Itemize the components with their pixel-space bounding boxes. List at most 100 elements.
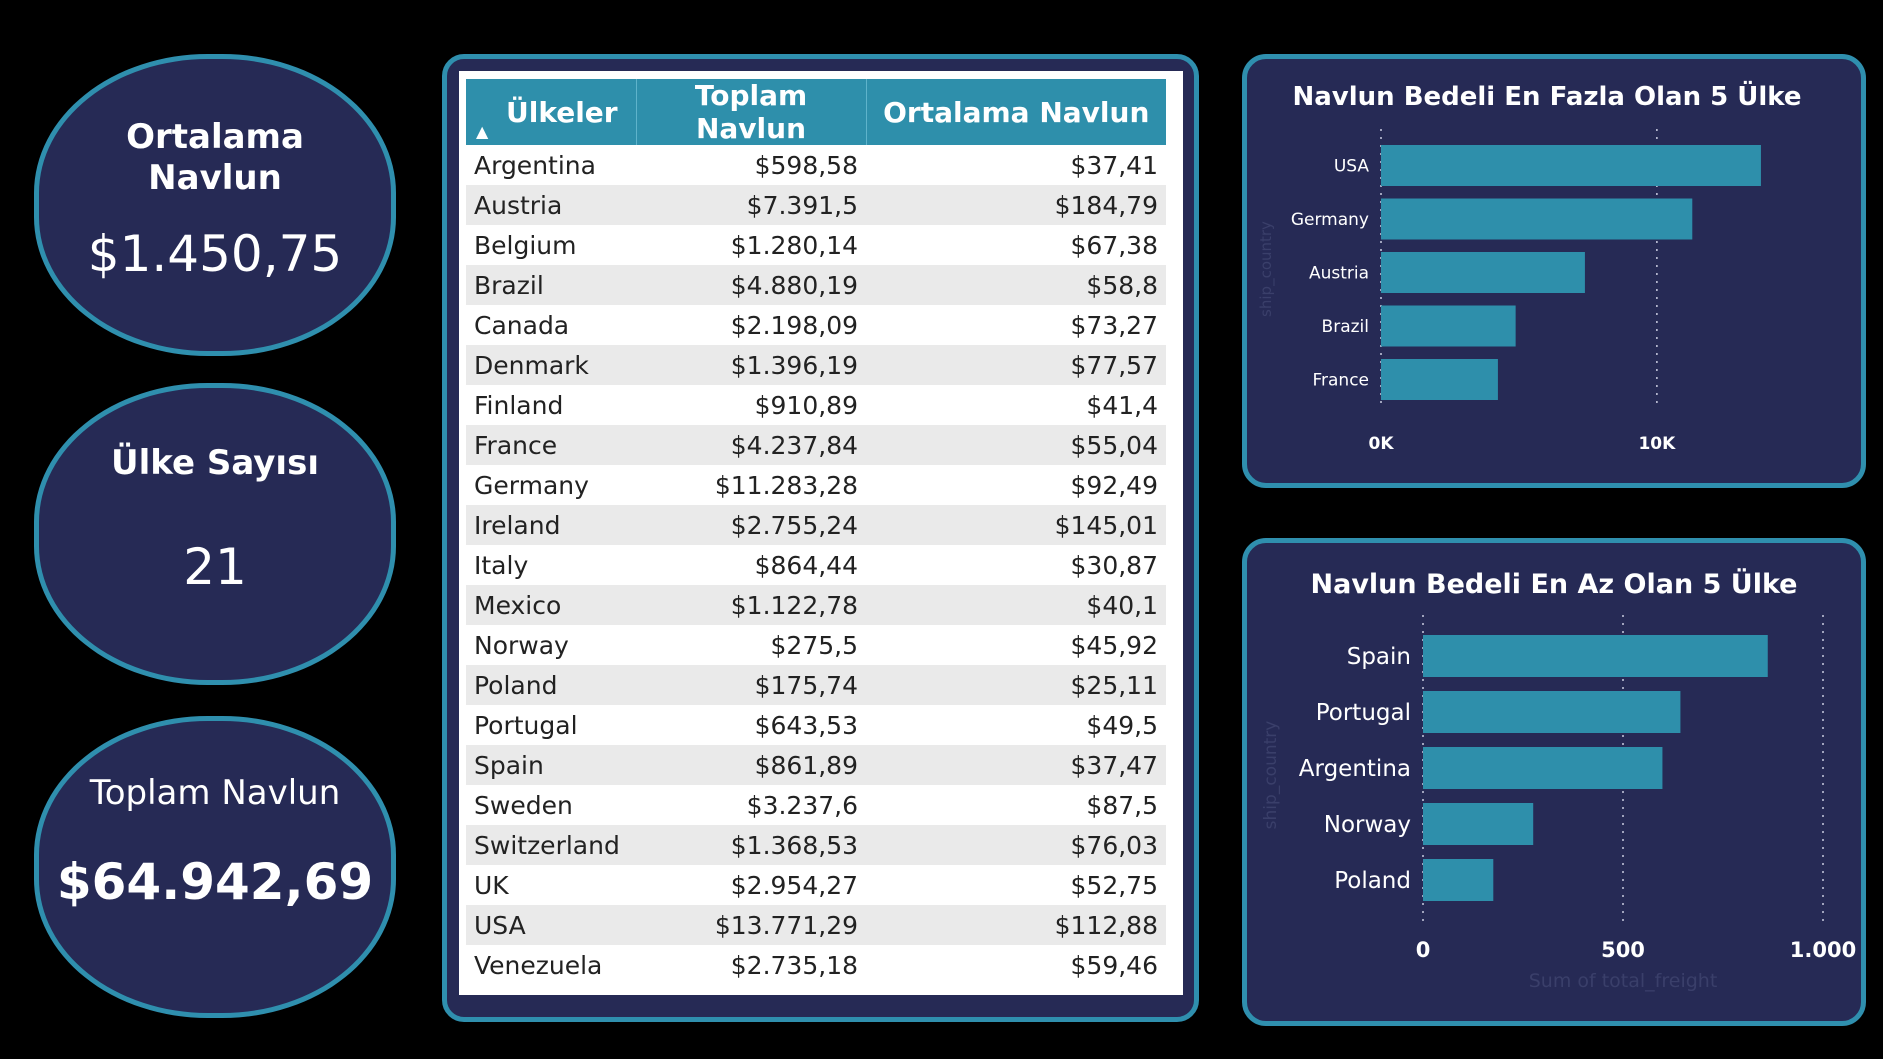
table-row[interactable]: Brazil $4.880,19 $58,8 [466,265,1166,305]
table-row[interactable]: Belgium $1.280,14 $67,38 [466,225,1166,265]
kpi-card-country-count: Ülke Sayısı 21 [34,383,396,685]
cell-avg-freight: $37,41 [1070,150,1158,180]
cell-total-freight: $1.280,14 [730,230,858,260]
table-row[interactable]: Portugal $643,53 $49,5 [466,705,1166,745]
cell-avg-freight: $73,27 [1070,310,1158,340]
cell-total-freight: $643,53 [754,710,858,740]
cell-avg-freight: $59,46 [1070,950,1158,980]
country-freight-table: Ülkeler ▲ Toplam Navlun Ortalama Navlun … [466,79,1166,985]
cell-total-freight: $11.283,28 [714,470,858,500]
cell-total-freight: $7.391,5 [636,185,866,225]
cell-country: Venezuela [474,950,603,980]
country-table-container: Ülkeler ▲ Toplam Navlun Ortalama Navlun … [459,71,1183,995]
cell-avg-freight: $25,11 [866,665,1166,705]
table-row[interactable]: Venezuela $2.735,18 $59,46 [466,945,1166,985]
table-header-row: Ülkeler ▲ Toplam Navlun Ortalama Navlun [466,79,1166,145]
cell-country: Poland [466,665,636,705]
bar [1423,635,1768,677]
category-label: Argentina [1299,756,1411,782]
cell-country: Austria [466,185,636,225]
cell-total-freight: $1.396,19 [636,345,866,385]
cell-avg-freight: $41,4 [1086,390,1158,420]
cell-total-freight: $2.735,18 [730,950,858,980]
table-row[interactable]: Germany $11.283,28 $92,49 [466,465,1166,505]
column-header-total-freight[interactable]: Toplam Navlun [636,79,867,145]
column-header-countries[interactable]: Ülkeler ▲ [466,79,637,145]
cell-avg-freight: $87,5 [1086,790,1158,820]
table-row[interactable]: Sweden $3.237,6 $87,5 [466,785,1166,825]
cell-total-freight: $13.771,29 [636,905,866,945]
kpi-value-country-count: 21 [183,538,247,596]
cell-country: Belgium [474,230,577,260]
cell-country: UK [474,870,509,900]
cell-country: USA [466,905,636,945]
x-tick-label: 10K [1638,434,1676,454]
cell-total-freight: $910,89 [754,390,858,420]
table-body: Argentina $598,58 $37,41 Austria $7.391,5 $18… [466,145,1166,985]
column-header-label: Ülkeler [506,95,618,129]
table-row[interactable]: Mexico $1.122,78 $40,1 [466,585,1166,625]
column-header-avg-freight[interactable]: Ortalama Navlun [866,79,1166,145]
table-row[interactable]: Italy $864,44 $30,87 [466,545,1166,585]
bar [1381,252,1585,293]
category-label: Germany [1291,210,1369,230]
category-label: Brazil [1322,317,1369,337]
table-row[interactable]: Poland $175,74 $25,11 [466,665,1166,705]
cell-total-freight: $275,5 [770,630,858,660]
category-label: Portugal [1316,700,1411,726]
cell-country: Germany [474,470,589,500]
cell-country: France [466,425,636,465]
cell-avg-freight: $112,88 [866,905,1166,945]
cell-country: Brazil [466,265,636,305]
table-row[interactable]: Spain $861,89 $37,47 [466,745,1166,785]
cell-total-freight: $175,74 [636,665,866,705]
sort-ascending-icon[interactable]: ▲ [476,122,489,141]
kpi-title-total-freight: Toplam Navlun [89,773,341,813]
table-row[interactable]: Switzerland $1.368,53 $76,03 [466,825,1166,865]
kpi-value-avg-freight: $1.450,75 [87,225,343,283]
table-row[interactable]: Denmark $1.396,19 $77,57 [466,345,1166,385]
cell-avg-freight: $30,87 [1070,550,1158,580]
kpi-title-avg-freight: Ortalama Navlun [126,117,304,198]
table-row[interactable]: Canada $2.198,09 $73,27 [466,305,1166,345]
table-row[interactable]: France $4.237,84 $55,04 [466,425,1166,465]
table-row[interactable]: Finland $910,89 $41,4 [466,385,1166,425]
cell-country: Switzerland [466,825,636,865]
cell-country: Finland [474,390,564,420]
chart-title: Navlun Bedeli En Fazla Olan 5 Ülke [1292,79,1801,112]
cell-avg-freight: $77,57 [866,345,1166,385]
table-row[interactable]: Norway $275,5 $45,92 [466,625,1166,665]
cell-country: Sweden [474,790,573,820]
bottom5-freight-chart: Navlun Bedeli En Az Olan 5 Ülke 0 500 1.000… [1261,567,1856,992]
cell-total-freight: $598,58 [754,150,858,180]
category-label: Norway [1324,812,1411,838]
table-row[interactable]: Argentina $598,58 $37,41 [466,145,1166,185]
cell-avg-freight: $49,5 [1086,710,1158,740]
table-row[interactable]: Ireland $2.755,24 $145,01 [466,505,1166,545]
table-row[interactable]: UK $2.954,27 $52,75 [466,865,1166,905]
country-table-panel: Ülkeler ▲ Toplam Navlun Ortalama Navlun … [442,54,1199,1022]
table-row[interactable]: Austria $7.391,5 $184,79 [466,185,1166,225]
category-label: USA [1334,156,1370,176]
cell-country: Denmark [466,345,636,385]
x-tick-label: 500 [1601,938,1645,962]
category-label: Austria [1309,263,1369,283]
kpi-title-country-count: Ülke Sayısı [111,443,319,483]
cell-total-freight: $861,89 [636,745,866,785]
bar [1423,691,1681,733]
cell-avg-freight: $58,8 [866,265,1166,305]
cell-avg-freight: $52,75 [1070,870,1158,900]
bar [1381,145,1761,186]
cell-total-freight: $4.237,84 [636,425,866,465]
cell-total-freight: $864,44 [754,550,858,580]
cell-country: Spain [466,745,636,785]
cell-country: Mexico [466,585,636,625]
kpi-value-total-freight: $64.942,69 [56,853,374,911]
x-tick-label: 0 [1416,938,1431,962]
cell-country: Argentina [474,150,596,180]
cell-country: Italy [474,550,529,580]
cell-avg-freight: $55,04 [866,425,1166,465]
top5-freight-chart: Navlun Bedeli En Fazla Olan 5 Ülke 0K 10K U… [1257,79,1802,454]
cell-avg-freight: $184,79 [866,185,1166,225]
table-row[interactable]: USA $13.771,29 $112,88 [466,905,1166,945]
